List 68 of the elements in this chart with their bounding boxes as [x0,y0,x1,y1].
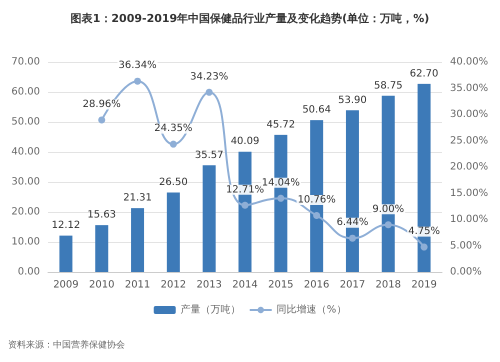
data-label: 50.64 [302,104,331,116]
point [384,221,392,228]
legend-label: 产量（万吨） [180,304,241,316]
data-label: 6.44% [336,217,368,228]
y2-tick-label: 15.00% [450,188,488,199]
x-tick-label: 2012 [160,280,186,290]
chart-title: 图表1：2009-2019年中国保健品行业产量及变化趋势(单位：万吨，%) [70,12,430,25]
bar [131,208,144,272]
x-tick-label: 2014 [232,280,258,290]
point [170,140,177,148]
y-tick-label: 70.00 [11,56,40,68]
y2-tick-label: 35.00% [450,82,488,94]
x-tick-label: 2013 [196,280,222,290]
y2-tick-label: 10.00% [450,214,488,225]
x-tick-label: 2016 [304,280,330,290]
legend-label: 同比增速（%） [276,304,346,316]
point [348,234,356,242]
point [277,194,284,202]
text: 资料来源：中国营养保健协会 [8,340,125,350]
bar [95,225,108,272]
bar [202,165,216,272]
data-label: 34.23% [190,71,228,82]
point [313,212,320,220]
data-label: 40.09 [230,136,260,148]
point [242,202,248,209]
data-label: 26.50 [159,177,188,188]
y-tick-label: 40.00 [11,146,40,158]
y2-tick-label: 25.00% [450,135,488,146]
data-label: 35.57 [194,150,224,161]
data-label: 53.90 [338,94,367,106]
data-label: 9.00% [372,204,404,215]
x-tick-label: 2019 [411,280,437,290]
data-label: 45.72 [266,119,296,130]
x-tick-label: 2015 [268,280,294,290]
y-tick-label: 20.00 [11,206,40,218]
y2-tick-label: 30.00% [450,109,488,120]
data-label: 28.96% [82,98,121,110]
y-tick-label: 30.00 [11,176,40,188]
y-tick-label: 60.00 [11,86,40,98]
data-label: 12.12 [52,220,80,232]
data-label: 62.70 [410,68,438,80]
bar [59,236,72,272]
data-label: 24.35% [154,123,192,134]
y2-tick-label: 40.00% [450,56,488,68]
y-tick-label: 0.00 [18,266,40,278]
data-label: 58.75 [374,80,403,92]
point [98,116,106,124]
bar [166,192,180,272]
data-label: 12.71% [226,184,264,196]
y2-tick-label: 0.00% [450,266,482,278]
data-label: 21.31 [123,192,152,204]
x-tick-label: 2011 [124,280,150,290]
y2-tick-label: 20.00% [450,162,488,172]
point [420,244,428,251]
y-tick-label: 10.00 [11,236,40,248]
data-label: 10.76% [298,194,336,206]
x-tick-label: 2010 [89,280,114,290]
data-label: 14.04% [262,177,300,188]
data-label: 36.34% [118,60,157,72]
y-tick-label: 50.00 [11,116,40,128]
point [206,88,213,96]
point [134,78,142,85]
x-tick-label: 2009 [53,280,79,290]
data-label: 15.63 [87,210,116,221]
x-tick-label: 2017 [340,280,366,290]
x-tick-label: 2018 [376,280,401,290]
data-label: 4.75% [408,226,440,238]
y2-tick-label: 5.00% [450,240,482,252]
